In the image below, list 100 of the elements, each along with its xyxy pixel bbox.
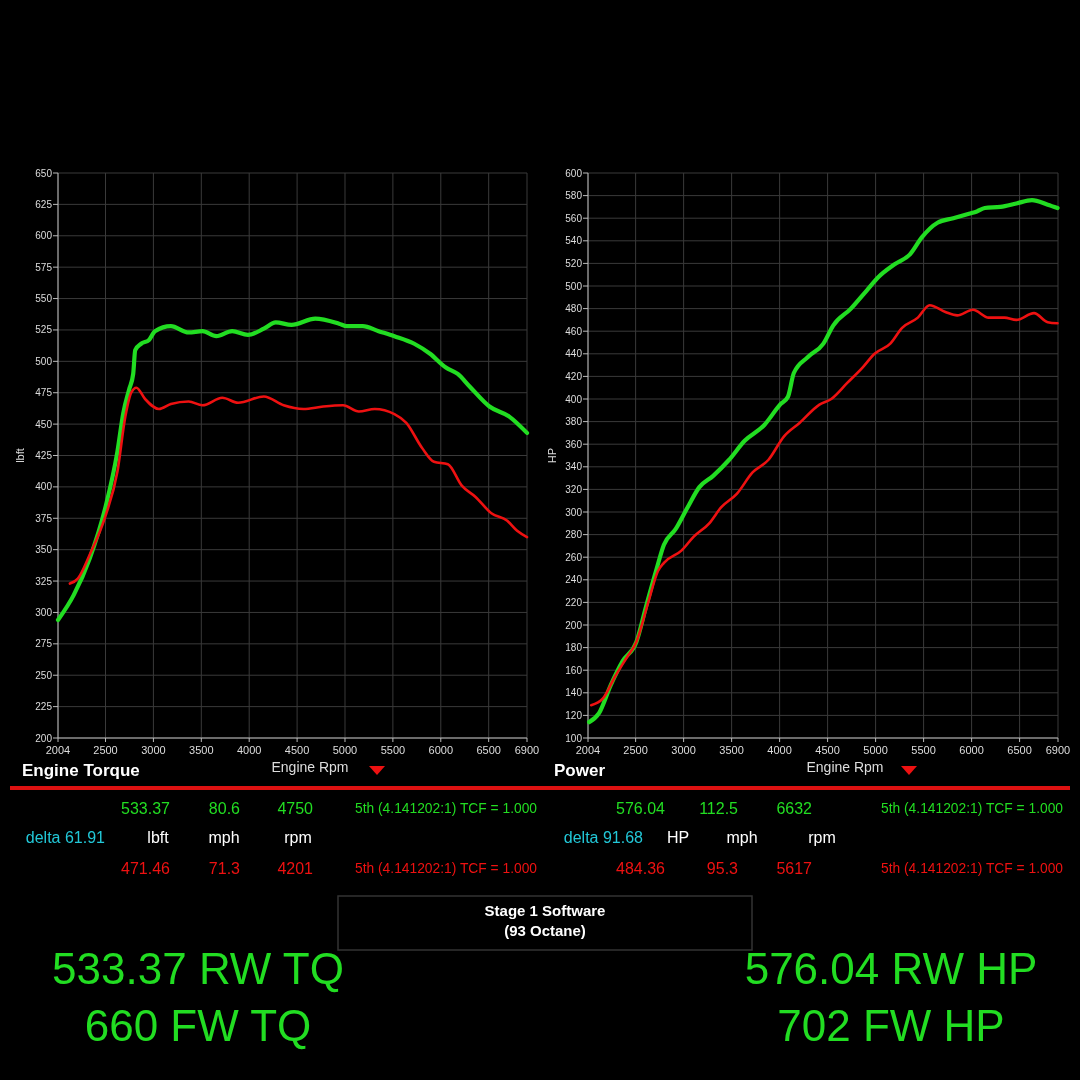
y-tick-label: 525 <box>35 324 53 336</box>
y-tick-label: 450 <box>35 418 53 430</box>
x-tick-label: 5500 <box>380 744 406 756</box>
text: 6632 <box>776 799 813 817</box>
text: 95.3 <box>706 859 739 877</box>
x-tick-label: 3000 <box>141 744 166 756</box>
y-tick-label: 380 <box>565 416 583 428</box>
text: 5th (4.141202:1) TCF = 1.000 <box>881 799 1066 816</box>
text: HP <box>666 828 690 846</box>
text: Power <box>554 761 606 780</box>
x-tick-label: 3500 <box>719 744 744 756</box>
y-tick-label: 340 <box>565 461 583 473</box>
x-tick-label: 3000 <box>671 744 696 756</box>
y-tick-label: 160 <box>565 664 583 676</box>
y-tick-label: 550 <box>35 293 53 305</box>
y-tick-label: 500 <box>35 355 53 367</box>
x-tick-label: 6900 <box>514 744 540 756</box>
x-tick-label: 5000 <box>863 744 888 756</box>
x-tick-label: 2004 <box>575 744 601 756</box>
y-tick-label: 240 <box>565 574 583 586</box>
line-series <box>68 386 529 585</box>
y-tick-label: 375 <box>35 512 53 524</box>
text: rpm <box>284 828 312 846</box>
line-series <box>55 316 530 623</box>
x-axis-title: Engine Rpm <box>271 759 349 775</box>
x-tick-label: 6500 <box>1007 744 1032 756</box>
y-tick-label: 625 <box>35 198 53 210</box>
text: 576.04 RW HP <box>744 944 1038 993</box>
x-tick-label: 6500 <box>476 744 501 756</box>
text: 471.46 <box>121 859 171 877</box>
x-tick-label: 6000 <box>428 744 454 756</box>
text: rpm <box>808 828 836 846</box>
text: Engine Torque <box>22 761 140 780</box>
y-tick-label: 400 <box>565 393 583 405</box>
y-tick-label: 650 <box>35 167 53 179</box>
text: Stage 1 Software <box>484 902 606 919</box>
x-tick-label: 5500 <box>911 744 936 756</box>
text: 112.5 <box>699 799 739 817</box>
y-tick-label: 200 <box>565 619 583 631</box>
y-tick-label: 600 <box>35 230 53 242</box>
y-tick-label: 180 <box>565 642 583 654</box>
line-series <box>589 303 1059 707</box>
x-tick-label: 4500 <box>284 744 310 756</box>
x-tick-label: 6900 <box>1045 744 1071 756</box>
text: 576.04 <box>616 799 666 817</box>
x-tick-label: 2004 <box>45 744 71 756</box>
text: 533.37 RW TQ <box>52 944 344 993</box>
y-tick-label: 600 <box>565 167 583 179</box>
x-tick-label: 6000 <box>959 744 984 756</box>
y-tick-label: 400 <box>35 481 53 493</box>
text: 533.37 <box>121 799 171 817</box>
y-tick-label: 360 <box>565 438 583 450</box>
text: 80.6 <box>208 799 241 817</box>
y-tick-label: 540 <box>565 235 583 247</box>
y-tick-label: 475 <box>35 387 53 399</box>
text: 5617 <box>776 859 813 877</box>
y-tick-label: 560 <box>565 212 583 224</box>
y-tick-label: 320 <box>565 483 583 495</box>
text: mph <box>726 828 758 846</box>
y-tick-label: 300 <box>35 606 53 618</box>
text: 5th (4.141202:1) TCF = 1.000 <box>355 799 540 816</box>
y-tick-label: 325 <box>35 575 53 587</box>
y-tick-label: 300 <box>565 506 583 518</box>
y-tick-label: 440 <box>565 348 583 360</box>
x-tick-label: 4000 <box>236 744 262 756</box>
y-tick-label: 220 <box>565 596 583 608</box>
y-tick-label: 420 <box>565 370 583 382</box>
y-tick-label: 140 <box>565 687 583 699</box>
x-tick-label: 2500 <box>93 744 118 756</box>
text: 4201 <box>277 859 314 877</box>
y-tick-label: 275 <box>35 638 53 650</box>
text: 660 FW TQ <box>84 1001 312 1050</box>
x-tick-label: 5000 <box>332 744 358 756</box>
y-tick-label: 350 <box>35 544 53 556</box>
text: 5th (4.141202:1) TCF = 1.000 <box>355 859 540 876</box>
x-tick-label: 2500 <box>623 744 648 756</box>
text: 4750 <box>277 799 314 817</box>
y-axis-title: HP <box>546 447 558 464</box>
y-tick-label: 580 <box>565 190 583 202</box>
y-tick-label: 120 <box>565 709 583 721</box>
y-tick-label: 500 <box>565 280 583 292</box>
y-tick-label: 225 <box>35 701 53 713</box>
text: 702 FW HP <box>777 1001 1005 1050</box>
y-tick-label: 250 <box>35 669 53 681</box>
text: mph <box>208 828 240 846</box>
y-tick-label: 260 <box>565 551 583 563</box>
text: delta 61.91 <box>25 828 106 846</box>
text: 5th (4.141202:1) TCF = 1.000 <box>881 859 1066 876</box>
y-tick-label: 520 <box>565 257 583 269</box>
y-tick-label: 200 <box>35 732 53 744</box>
text: 71.3 <box>208 859 241 877</box>
x-tick-label: 4500 <box>815 744 840 756</box>
y-tick-label: 280 <box>565 529 583 541</box>
text: lbft <box>147 828 170 846</box>
text: 484.36 <box>616 859 666 877</box>
text: (93 Octane) <box>504 922 586 939</box>
y-tick-label: 425 <box>35 450 53 461</box>
x-axis-title: Engine Rpm <box>806 759 884 775</box>
y-tick-label: 460 <box>565 325 583 337</box>
y-tick-label: 575 <box>35 261 53 273</box>
